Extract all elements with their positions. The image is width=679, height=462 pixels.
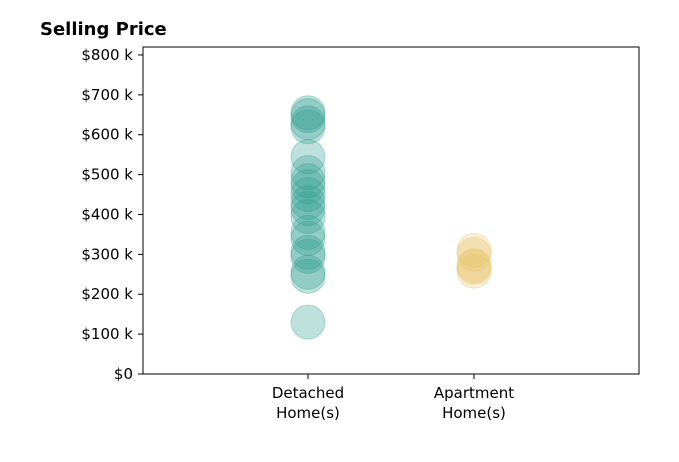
data-point [290,214,326,250]
y-tick-label: $100 k [81,325,133,343]
y-tick-label: $200 k [81,285,133,303]
data-point [290,109,326,145]
data-point [290,185,326,221]
chart-title: Selling Price [40,19,167,40]
data-point [456,236,492,272]
data-point [456,253,492,289]
data-point [290,254,326,290]
data-point [290,155,326,191]
x-tick-label: Apartment Home(s) [434,384,514,422]
plot-frame [142,46,640,375]
data-point [290,163,326,199]
data-point [290,198,326,234]
data-point [456,249,492,285]
data-point [456,232,492,268]
data-point [290,169,326,205]
data-point [290,98,326,134]
x-axis: Detached Home(s) Apartment Home(s) [272,374,514,422]
y-tick-label: $400 k [81,205,133,223]
y-tick-label: $600 k [81,126,133,144]
data-point [290,238,326,274]
y-tick-label: $0 [114,365,133,383]
data-point [290,105,326,141]
y-tick-label: $500 k [81,166,133,184]
data-point [290,95,326,131]
y-tick-label: $800 k [81,46,133,64]
data-point [456,248,492,284]
data-point [290,258,326,294]
data-point [290,234,326,270]
data-point [290,191,326,227]
data-point [290,139,326,175]
data-points [290,95,492,340]
data-point [290,177,326,213]
data-point [290,304,326,340]
data-point [290,220,326,256]
y-axis: $0 $100 k $200 k $300 k $400 k $500 k $600 k $7… [81,46,143,383]
y-tick-label: $300 k [81,245,133,263]
x-tick-label: Detached Home(s) [272,384,344,422]
y-tick-label: $700 k [81,86,133,104]
